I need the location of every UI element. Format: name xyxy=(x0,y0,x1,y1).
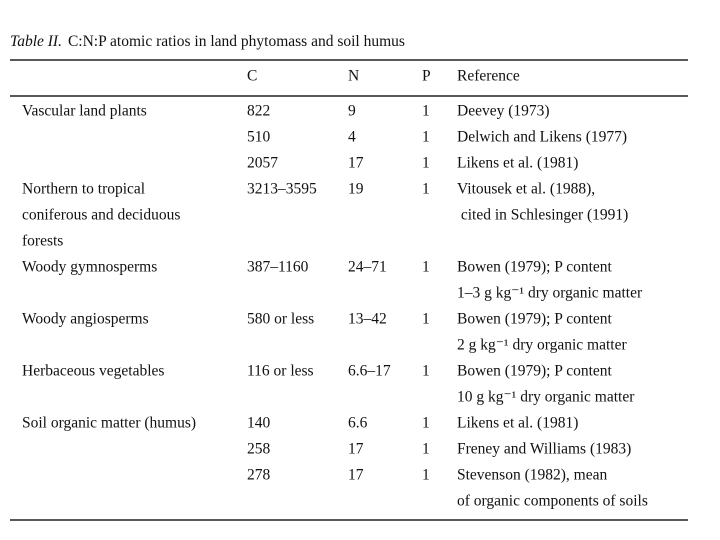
row-label: Soil organic matter (humus) xyxy=(22,415,196,432)
row-label: Woody angiosperms xyxy=(22,311,149,328)
row-label: Woody gymnosperms xyxy=(22,259,157,276)
row-label: coniferous and deciduous xyxy=(22,207,180,224)
reference: 10 g kg⁻¹ dry organic matter xyxy=(457,389,635,406)
cell-n: 19 xyxy=(348,181,364,198)
reference: Vitousek et al. (1988), xyxy=(457,181,595,198)
reference: Deevey (1973) xyxy=(457,103,550,120)
cell-p: 1 xyxy=(422,415,430,432)
row-label: Northern to tropical xyxy=(22,181,145,198)
cell-c: 116 or less xyxy=(247,363,314,380)
cell-n: 17 xyxy=(348,467,364,484)
cell-n: 17 xyxy=(348,155,364,172)
cell-c: 580 or less xyxy=(247,311,314,328)
cell-n: 4 xyxy=(348,129,356,146)
cell-c: 140 xyxy=(247,415,271,432)
table-caption: C:N:P atomic ratios in land phytomass an… xyxy=(68,33,405,50)
column-header: Reference xyxy=(457,68,520,85)
reference: Likens et al. (1981) xyxy=(457,155,578,172)
reference: cited in Schlesinger (1991) xyxy=(457,207,628,224)
cell-n: 6.6–17 xyxy=(348,363,391,380)
cell-p: 1 xyxy=(422,441,430,458)
cell-p: 1 xyxy=(422,363,430,380)
cell-c: 3213–3595 xyxy=(247,181,317,198)
cell-p: 1 xyxy=(422,467,430,484)
table-label: Table II. xyxy=(10,33,62,50)
column-header: N xyxy=(348,68,359,85)
cell-p: 1 xyxy=(422,181,430,198)
cell-c: 822 xyxy=(247,103,270,120)
reference: Stevenson (1982), mean xyxy=(457,467,607,484)
cell-n: 13–42 xyxy=(348,311,387,328)
reference: of organic components of soils xyxy=(457,493,648,510)
reference: Freney and Williams (1983) xyxy=(457,441,631,458)
row-label: Vascular land plants xyxy=(22,103,147,120)
reference: Likens et al. (1981) xyxy=(457,415,578,432)
cell-c: 387–1160 xyxy=(247,259,309,276)
cell-n: 24–71 xyxy=(348,259,387,276)
cell-p: 1 xyxy=(422,103,430,120)
reference: Bowen (1979); P content xyxy=(457,311,613,328)
row-label: forests xyxy=(22,233,63,250)
reference: 1–3 g kg⁻¹ dry organic matter xyxy=(457,285,643,302)
table-title: Table II. C:N:P atomic ratios in land phy… xyxy=(10,33,405,50)
cell-c: 278 xyxy=(247,467,271,484)
cell-p: 1 xyxy=(422,155,430,172)
row-label: Herbaceous vegetables xyxy=(22,363,164,380)
cell-c: 2057 xyxy=(247,155,278,172)
cell-p: 1 xyxy=(422,311,430,328)
cell-n: 9 xyxy=(348,103,356,120)
cell-n: 6.6 xyxy=(348,415,368,432)
reference: Delwich and Likens (1977) xyxy=(457,129,627,146)
column-header: C xyxy=(247,68,257,85)
cell-c: 510 xyxy=(247,129,271,146)
reference: Bowen (1979); P content xyxy=(457,259,613,276)
column-header: P xyxy=(422,68,431,85)
cell-p: 1 xyxy=(422,259,430,276)
reference: Bowen (1979); P content xyxy=(457,363,613,380)
reference: 2 g kg⁻¹ dry organic matter xyxy=(457,337,627,354)
cell-p: 1 xyxy=(422,129,430,146)
cell-n: 17 xyxy=(348,441,364,458)
cell-c: 258 xyxy=(247,441,271,458)
